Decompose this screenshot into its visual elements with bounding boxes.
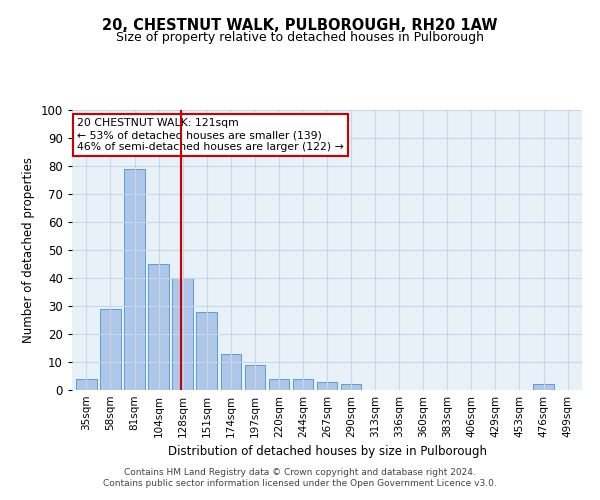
Bar bbox=[317, 382, 337, 390]
Bar bbox=[124, 169, 145, 390]
Text: 20, CHESTNUT WALK, PULBOROUGH, RH20 1AW: 20, CHESTNUT WALK, PULBOROUGH, RH20 1AW bbox=[102, 18, 498, 32]
Text: 20 CHESTNUT WALK: 121sqm
← 53% of detached houses are smaller (139)
46% of semi-: 20 CHESTNUT WALK: 121sqm ← 53% of detach… bbox=[77, 118, 344, 152]
Bar bbox=[172, 278, 193, 390]
X-axis label: Distribution of detached houses by size in Pulborough: Distribution of detached houses by size … bbox=[167, 446, 487, 458]
Bar bbox=[293, 379, 313, 390]
Bar bbox=[245, 365, 265, 390]
Bar bbox=[269, 379, 289, 390]
Bar bbox=[76, 379, 97, 390]
Text: Contains HM Land Registry data © Crown copyright and database right 2024.
Contai: Contains HM Land Registry data © Crown c… bbox=[103, 468, 497, 487]
Text: Size of property relative to detached houses in Pulborough: Size of property relative to detached ho… bbox=[116, 31, 484, 44]
Bar bbox=[100, 309, 121, 390]
Bar bbox=[221, 354, 241, 390]
Bar bbox=[148, 264, 169, 390]
Bar bbox=[196, 312, 217, 390]
Bar bbox=[533, 384, 554, 390]
Bar bbox=[341, 384, 361, 390]
Y-axis label: Number of detached properties: Number of detached properties bbox=[22, 157, 35, 343]
